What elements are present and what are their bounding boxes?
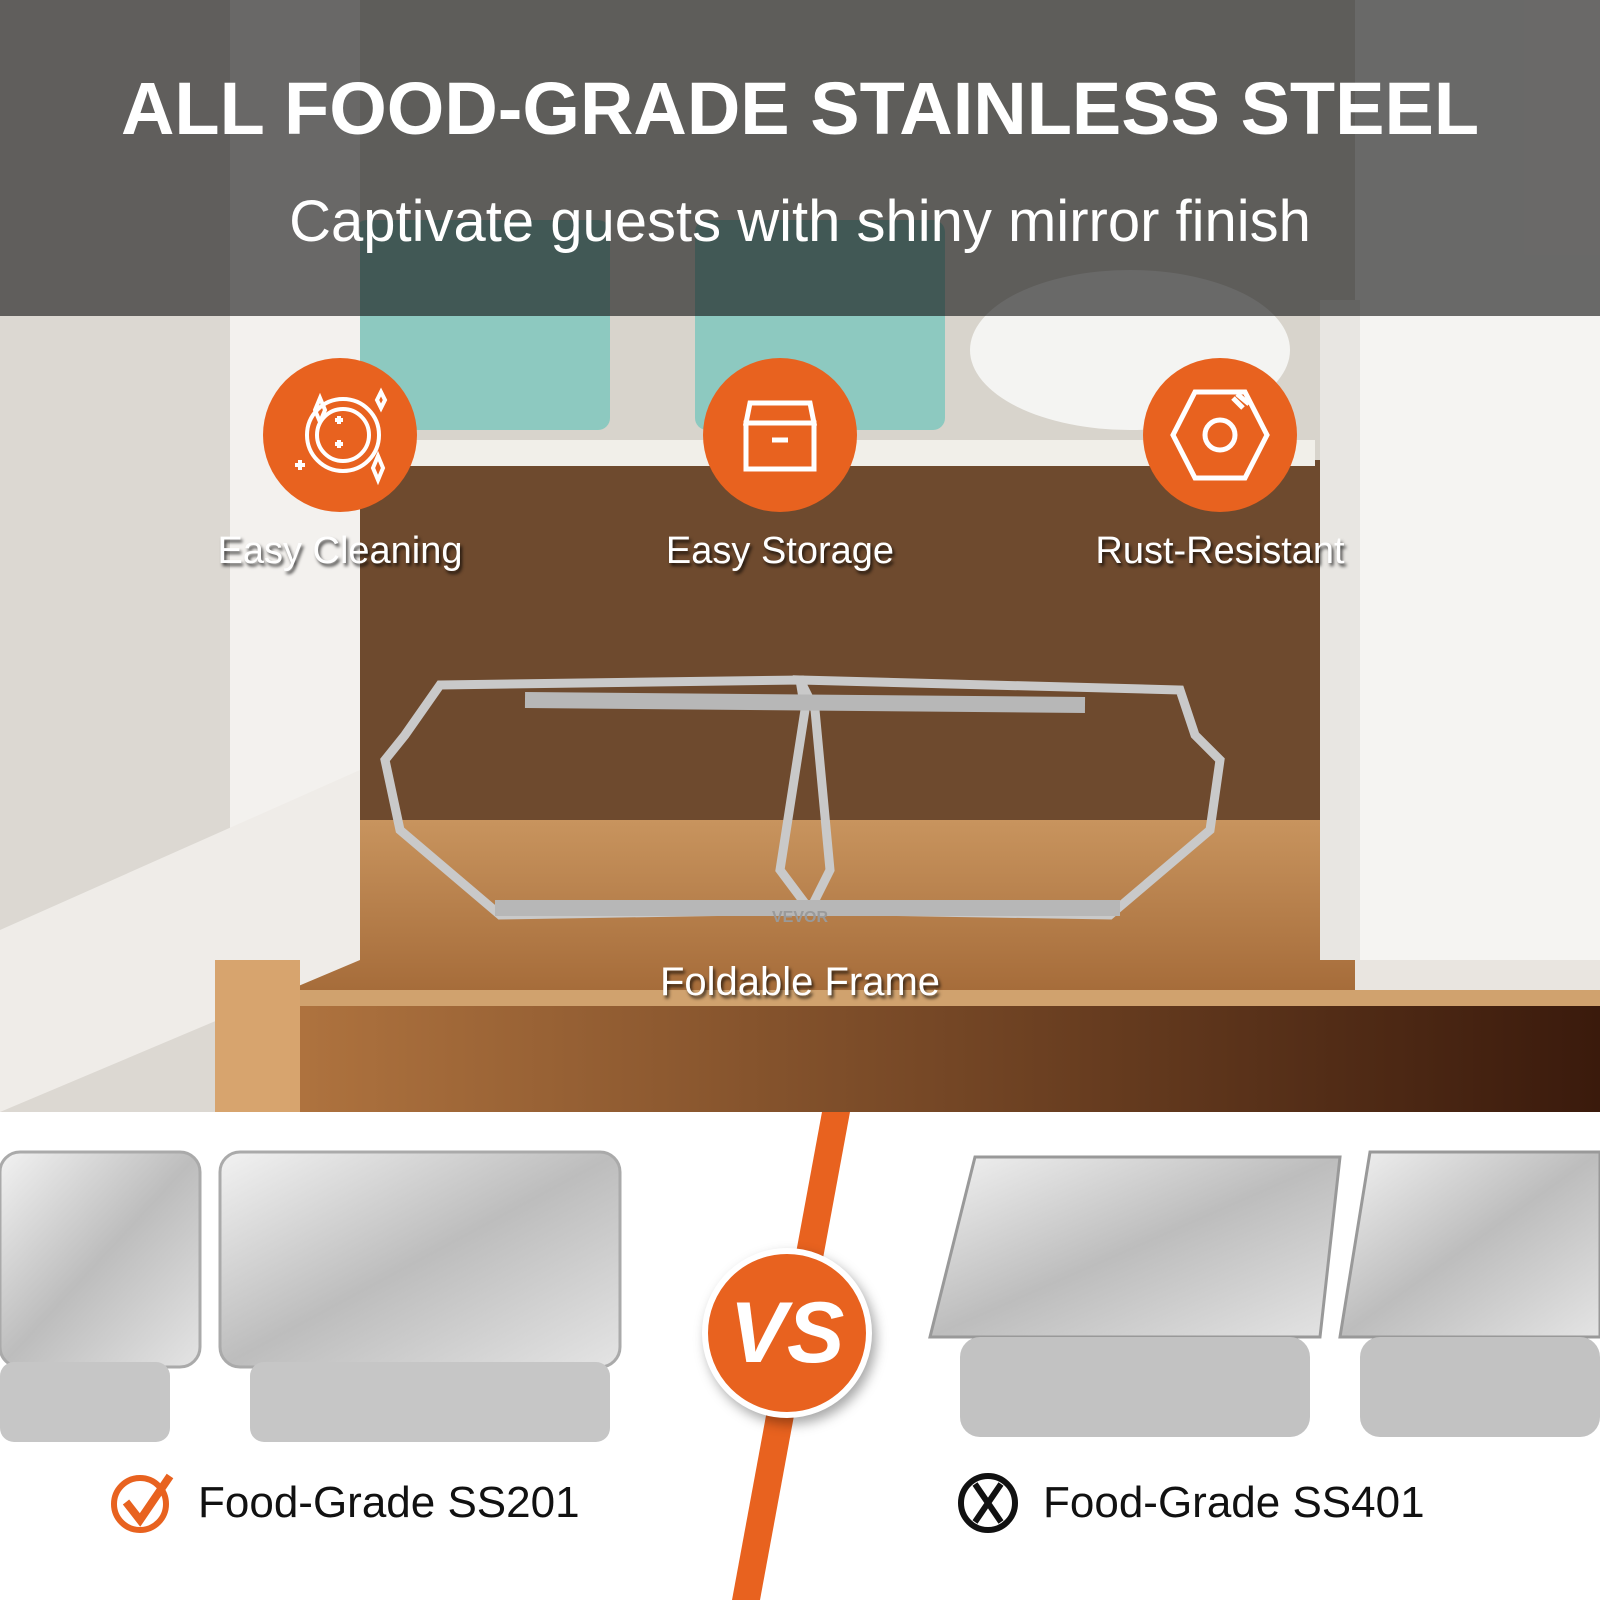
comparison-bad: Food-Grade SS401 <box>955 1470 1425 1536</box>
comparison-bad-label: Food-Grade SS401 <box>1043 1478 1425 1527</box>
product-label: Foldable Frame <box>659 960 941 1004</box>
check-circle-icon <box>111 1473 174 1533</box>
feature-label: Rust-Resistant <box>1095 530 1345 572</box>
sparkling-plate-icon <box>263 358 417 512</box>
feature-label: Easy Storage <box>665 530 895 572</box>
header-band <box>0 0 1600 316</box>
brand-mark: VEVOR <box>772 909 828 926</box>
comparison-good-label: Food-Grade SS201 <box>198 1478 580 1527</box>
comparison-photos <box>0 1112 1600 1600</box>
page-subtitle: Captivate guests with shiny mirror finis… <box>289 189 1311 254</box>
vs-badge: VS <box>702 1248 872 1418</box>
foldable-frame <box>380 675 1225 920</box>
hex-nut-icon <box>1143 358 1297 512</box>
ss401-pans <box>928 1150 1600 1437</box>
ss201-pans <box>0 1150 622 1442</box>
feature-label: Easy Cleaning <box>217 530 463 572</box>
feature-rust-resistant: Rust-Resistant <box>1040 358 1400 573</box>
feature-easy-storage: Easy Storage <box>600 358 960 573</box>
comparison-good: Food-Grade SS201 <box>110 1470 580 1536</box>
feature-easy-cleaning: Easy Cleaning <box>160 358 520 573</box>
page-title: ALL FOOD-GRADE STAINLESS STEEL <box>120 67 1480 150</box>
storage-box-icon <box>703 358 857 512</box>
x-circle-icon <box>958 1473 1018 1533</box>
